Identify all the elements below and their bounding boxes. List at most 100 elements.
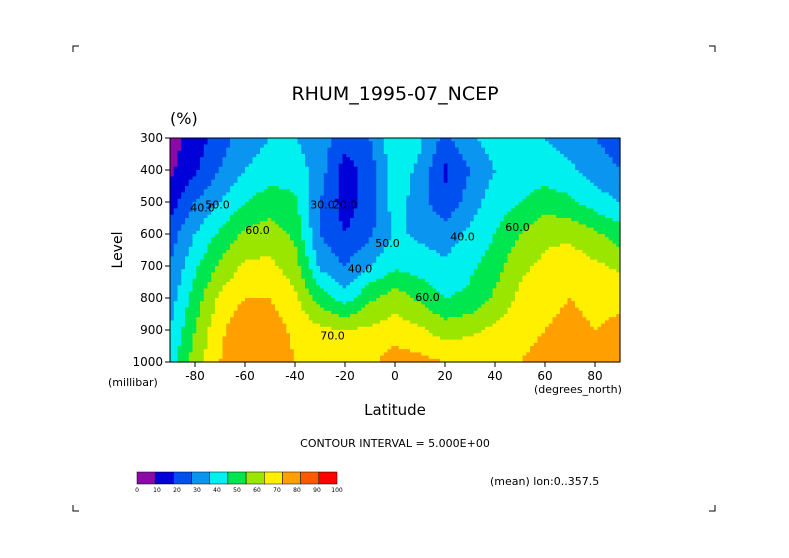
contour-cell: [170, 160, 175, 165]
contour-cell: [533, 182, 539, 187]
contour-cell: [440, 262, 445, 267]
contour-cell: [260, 243, 265, 248]
contour-cell: [196, 186, 201, 190]
contour-cell: [181, 224, 186, 229]
unit-label: (%): [170, 109, 198, 128]
contour-cell: [518, 246, 524, 251]
contour-cell: [515, 157, 520, 161]
contour-cell: [601, 208, 606, 213]
contour-cell: [331, 253, 336, 257]
contour-cell: [545, 234, 550, 238]
contour-cell: [188, 138, 194, 142]
contour-cell: [473, 182, 479, 187]
contour-cell: [436, 266, 441, 270]
contour-cell: [196, 179, 201, 184]
contour-cell: [582, 147, 587, 152]
contour-cell: [492, 147, 497, 152]
contour-cell: [346, 205, 351, 209]
contour-cell: [278, 253, 284, 257]
contour-cell: [432, 170, 437, 174]
contour-cell: [601, 192, 606, 197]
contour-cell: [361, 240, 366, 245]
contour-cell: [515, 211, 520, 216]
contour-cell: [616, 240, 621, 245]
contour-cell: [451, 208, 456, 213]
contour-cell: [305, 154, 310, 158]
contour-cell: [462, 202, 467, 206]
contour-cell: [470, 141, 475, 145]
contour-cell: [331, 157, 336, 161]
contour-cell: [571, 262, 576, 267]
contour-cell: [267, 144, 272, 149]
contour-cell: [511, 182, 516, 187]
contour-cell: [267, 202, 272, 206]
contour-cell: [207, 189, 212, 193]
contour-cell: [346, 157, 351, 161]
contour-cell: [485, 179, 490, 184]
contour-cell: [222, 230, 227, 235]
contour-cell: [185, 141, 190, 145]
contour-cell: [597, 234, 602, 238]
contour-cell: [275, 259, 280, 264]
contour-cell: [331, 189, 336, 193]
contour-cell: [466, 230, 471, 235]
contour-cell: [537, 205, 542, 209]
contour-cell: [477, 211, 482, 216]
contour-cell: [507, 253, 512, 257]
contour-cell: [267, 256, 272, 261]
contour-cell: [256, 262, 261, 267]
contour-cell: [440, 195, 445, 200]
contour-cell: [312, 144, 317, 149]
contour-cell: [541, 176, 546, 181]
contour-cell: [380, 269, 385, 273]
contour-cell: [455, 138, 460, 142]
contour-cell: [241, 227, 246, 232]
contour-cell: [200, 192, 205, 197]
contour-cell: [608, 198, 614, 203]
contour-cell: [196, 144, 201, 149]
contour-cell: [267, 166, 272, 171]
contour-cell: [368, 262, 374, 267]
contour-cell: [365, 218, 370, 222]
contour-cell: [432, 262, 437, 267]
contour-cell: [252, 243, 257, 248]
contour-cell: [312, 266, 317, 270]
contour-cell: [275, 166, 280, 171]
contour-cell: [511, 202, 516, 206]
contour-cell: [597, 141, 602, 145]
contour-cell: [271, 237, 276, 241]
contour-cell: [503, 163, 509, 168]
contour-cell: [245, 262, 250, 267]
contour-cell: [316, 173, 321, 177]
contour-cell: [256, 234, 261, 238]
contour-cell: [353, 166, 359, 171]
contour-cell: [443, 192, 449, 197]
contour-cell: [571, 266, 576, 270]
contour-cell: [275, 269, 280, 273]
contour-cell: [327, 227, 332, 232]
contour-cell: [203, 259, 209, 264]
contour-cell: [263, 176, 269, 181]
contour-cell: [387, 205, 392, 209]
contour-cell: [586, 166, 591, 171]
contour-cell: [421, 246, 426, 251]
contour-cell: [462, 189, 467, 193]
contour-cell: [533, 189, 539, 193]
contour-cell: [252, 150, 257, 155]
contour-cell: [308, 157, 314, 161]
contour-cell: [357, 189, 362, 193]
contour-cell: [185, 163, 190, 168]
contour-cell: [507, 246, 512, 251]
contour-cell: [346, 173, 351, 177]
contour-cell: [526, 144, 531, 149]
contour-cell: [181, 211, 186, 216]
contour-cell: [582, 246, 587, 251]
contour-cell: [413, 138, 419, 142]
contour-cell: [511, 256, 516, 261]
contour-cell: [335, 224, 340, 229]
contour-cell: [578, 154, 584, 158]
contour-cell: [245, 160, 250, 165]
contour-cell: [391, 250, 396, 254]
contour-cell: [410, 195, 415, 200]
contour-cell: [203, 221, 209, 225]
